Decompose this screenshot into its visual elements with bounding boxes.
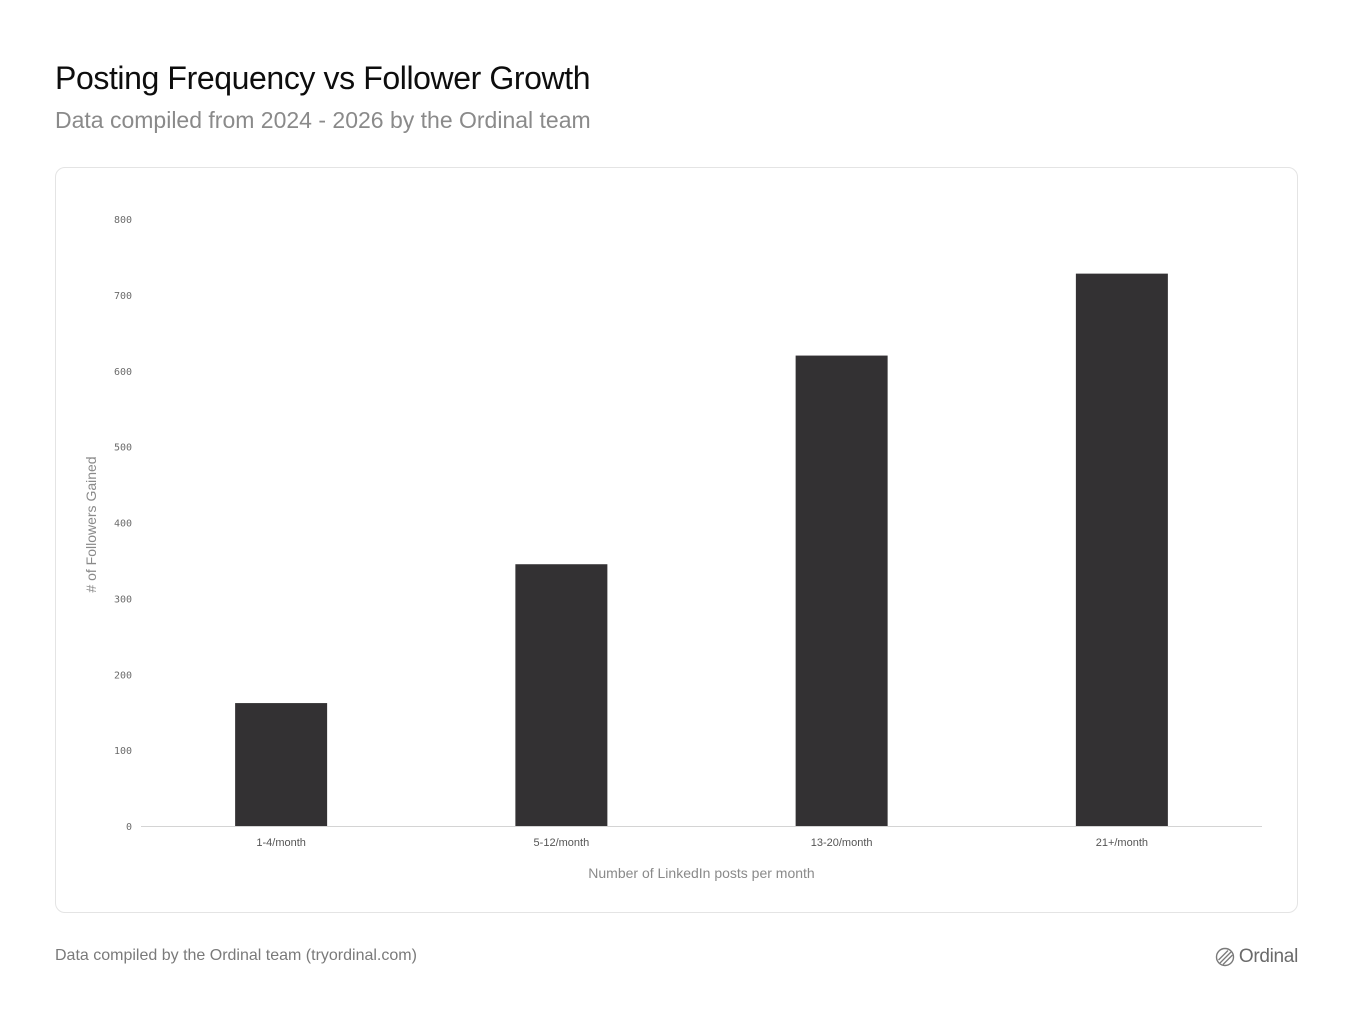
footer-note: Data compiled by the Ordinal team (tryor…	[55, 947, 417, 964]
chart-subtitle: Data compiled from 2024 - 2026 by the Or…	[55, 107, 591, 133]
y-tick-label: 500	[114, 443, 132, 454]
bar-21-month	[1075, 273, 1168, 826]
bars	[235, 273, 1168, 826]
bar-1-4-month	[235, 703, 328, 826]
y-tick-label: 800	[114, 215, 132, 226]
bar-5-12-month	[515, 564, 608, 826]
y-axis-title: # of Followers Gained	[83, 456, 99, 592]
bar-chart: 0 100 200 300 400 500 600 700 800 1-4/month 5-12/…	[83, 215, 1262, 881]
y-tick-label: 300	[114, 594, 132, 605]
x-tick-label: 13-20/month	[811, 837, 873, 849]
ordinal-logo-icon	[1215, 947, 1235, 967]
chart-card: 0 100 200 300 400 500 600 700 800 1-4/month 5-12/…	[55, 167, 1298, 913]
y-tick-label: 200	[114, 670, 132, 681]
x-axis-title: Number of LinkedIn posts per month	[588, 865, 814, 881]
x-tick-label: 1-4/month	[256, 837, 306, 849]
y-tick-label: 100	[114, 746, 132, 757]
y-tick-label: 600	[114, 367, 132, 378]
chart-title: Posting Frequency vs Follower Growth	[55, 60, 591, 96]
brand-name: Ordinal	[1238, 946, 1298, 967]
brand[interactable]: Ordinal	[1215, 944, 1298, 970]
y-tick-label: 400	[114, 519, 132, 530]
bar-13-20-month	[795, 355, 888, 826]
x-tick-label: 5-12/month	[534, 837, 590, 849]
y-axis-ticks: 0 100 200 300 400 500 600 700 800	[114, 215, 132, 833]
y-tick-label: 0	[126, 822, 132, 833]
y-tick-label: 700	[114, 291, 132, 302]
x-tick-label: 21+/month	[1096, 837, 1148, 849]
x-axis-labels: 1-4/month 5-12/month 13-20/month 21+/month	[256, 837, 1148, 849]
